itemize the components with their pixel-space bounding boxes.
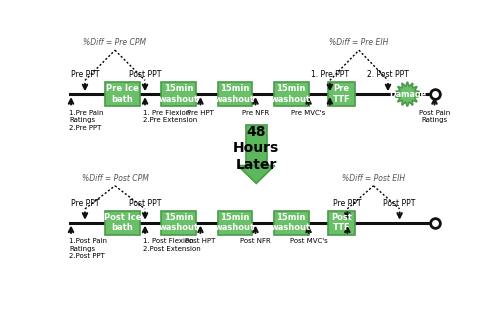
FancyBboxPatch shape: [105, 211, 140, 235]
Text: 1.Post Pain
Ratings
2.Post PPT: 1.Post Pain Ratings 2.Post PPT: [69, 238, 107, 259]
Text: Pre PPT: Pre PPT: [70, 70, 99, 79]
Text: Post MVC's: Post MVC's: [290, 238, 328, 244]
Text: Post Ice
bath: Post Ice bath: [104, 213, 142, 232]
Bar: [246, 125, 267, 166]
Text: %Diff = Post EIH: %Diff = Post EIH: [342, 174, 405, 183]
Text: Damage: Damage: [389, 90, 426, 99]
Text: Post HPT: Post HPT: [186, 238, 216, 244]
Polygon shape: [238, 166, 275, 184]
Text: Post PPT: Post PPT: [129, 199, 161, 208]
Text: 1. Post Flexion
2.Post Extension: 1. Post Flexion 2.Post Extension: [143, 238, 201, 252]
FancyBboxPatch shape: [162, 82, 196, 106]
FancyBboxPatch shape: [328, 82, 355, 106]
Text: 2. Post PPT: 2. Post PPT: [367, 70, 409, 79]
Text: 48
Hours
Later: 48 Hours Later: [233, 125, 280, 172]
Text: 15min
washout: 15min washout: [215, 213, 255, 232]
Text: 15min
washout: 15min washout: [215, 84, 255, 104]
FancyBboxPatch shape: [274, 82, 308, 106]
Text: %Diff = Post CPM: %Diff = Post CPM: [82, 174, 148, 183]
FancyBboxPatch shape: [328, 211, 355, 235]
Text: 1. Pre Flexion
2.Pre Extension: 1. Pre Flexion 2.Pre Extension: [143, 110, 198, 123]
Text: Pre PPT: Pre PPT: [70, 199, 99, 208]
FancyBboxPatch shape: [274, 211, 308, 235]
Text: Pre MVC's: Pre MVC's: [292, 110, 326, 116]
Text: 1.Pre Pain
Ratings
2.Pre PPT: 1.Pre Pain Ratings 2.Pre PPT: [69, 110, 103, 131]
Text: Post Pain
Ratings: Post Pain Ratings: [419, 110, 450, 123]
Text: Post PPT: Post PPT: [129, 70, 161, 79]
Text: 15min
washout: 15min washout: [271, 84, 311, 104]
Text: 1. Pre PPT: 1. Pre PPT: [311, 70, 349, 79]
Text: Pre
TTF: Pre TTF: [332, 84, 350, 104]
Text: Post PPT: Post PPT: [384, 199, 416, 208]
Text: 15min
washout: 15min washout: [158, 84, 199, 104]
Text: Pre NFR: Pre NFR: [242, 110, 269, 116]
Text: 15min
washout: 15min washout: [271, 213, 311, 232]
FancyBboxPatch shape: [162, 211, 196, 235]
FancyBboxPatch shape: [218, 82, 252, 106]
Polygon shape: [395, 82, 419, 107]
Text: %Diff = Pre CPM: %Diff = Pre CPM: [84, 38, 146, 47]
Text: %Diff = Pre EIH: %Diff = Pre EIH: [329, 38, 388, 47]
Text: Pre HPT: Pre HPT: [187, 110, 214, 116]
Text: 15min
washout: 15min washout: [158, 213, 199, 232]
Text: Pre PPT: Pre PPT: [333, 199, 362, 208]
Text: Post NFR: Post NFR: [240, 238, 271, 244]
FancyBboxPatch shape: [105, 82, 140, 106]
Text: Pre Ice
bath: Pre Ice bath: [106, 84, 139, 104]
Text: Post
TTF: Post TTF: [331, 213, 352, 232]
FancyBboxPatch shape: [218, 211, 252, 235]
